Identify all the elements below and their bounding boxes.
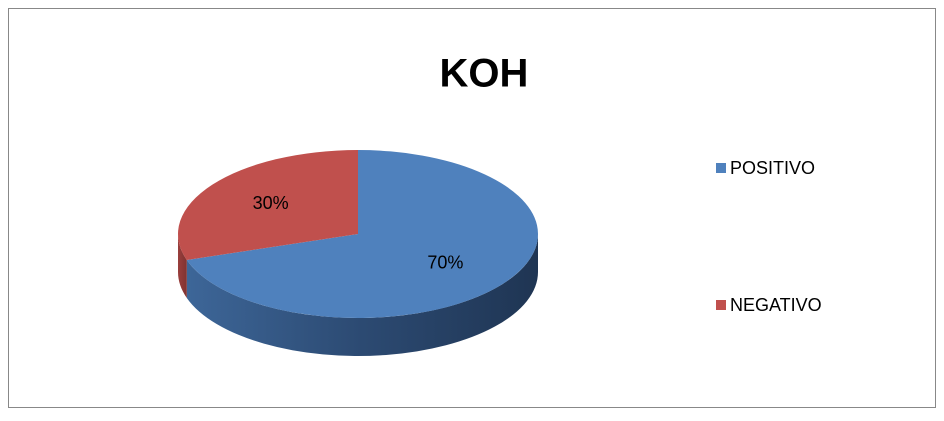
legend-label: NEGATIVO	[730, 295, 822, 315]
legend-swatch	[716, 300, 726, 310]
slice-side	[178, 234, 187, 298]
slice	[177, 150, 358, 260]
data-label: 30%	[253, 193, 289, 213]
slice-side	[186, 234, 539, 357]
slice	[186, 150, 539, 318]
data-label: 70%	[427, 252, 463, 272]
chart-title: KOH	[440, 52, 529, 96]
legend-swatch	[716, 163, 726, 173]
legend-label: POSITIVO	[730, 158, 815, 178]
